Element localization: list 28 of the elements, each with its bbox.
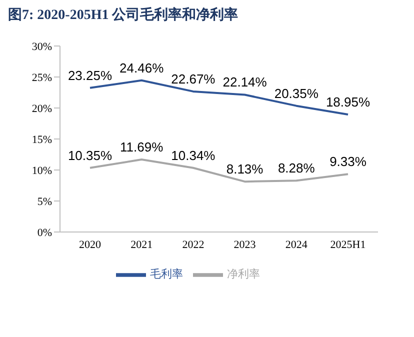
legend-label: 净利率 [227, 268, 260, 281]
x-tick-label: 2025H1 [330, 238, 366, 251]
data-label: 10.35% [68, 148, 112, 163]
y-tick-label: 30% [32, 40, 52, 53]
data-label: 22.67% [171, 71, 216, 86]
x-tick-label: 2021 [130, 238, 153, 251]
x-tick-label: 2022 [182, 238, 204, 251]
data-label: 10.34% [171, 148, 216, 163]
x-tick-label: 2023 [234, 238, 256, 251]
data-label: 8.13% [226, 162, 264, 177]
y-tick-label: 15% [32, 134, 52, 146]
data-label: 23.25% [68, 68, 112, 83]
y-tick-label: 0% [37, 226, 52, 239]
legend-label: 毛利率 [150, 268, 183, 281]
data-label: 22.14% [222, 74, 268, 90]
y-tick-label: 5% [37, 196, 52, 208]
y-tick-label: 10% [32, 164, 52, 177]
x-tick-label: 2024 [285, 238, 308, 251]
data-label: 8.28% [278, 160, 316, 176]
data-label: 20.35% [274, 86, 319, 101]
y-tick-label: 20% [32, 102, 52, 115]
chart-title: 图7: 2020-205H1 公司毛利率和净利率 [8, 6, 240, 24]
data-label: 24.46% [120, 60, 164, 76]
data-label: 18.95% [326, 94, 370, 110]
data-label: 9.33% [330, 154, 367, 170]
y-tick-label: 25% [32, 72, 52, 84]
x-tick-label: 2020 [79, 238, 102, 251]
data-label: 11.69% [120, 140, 164, 155]
